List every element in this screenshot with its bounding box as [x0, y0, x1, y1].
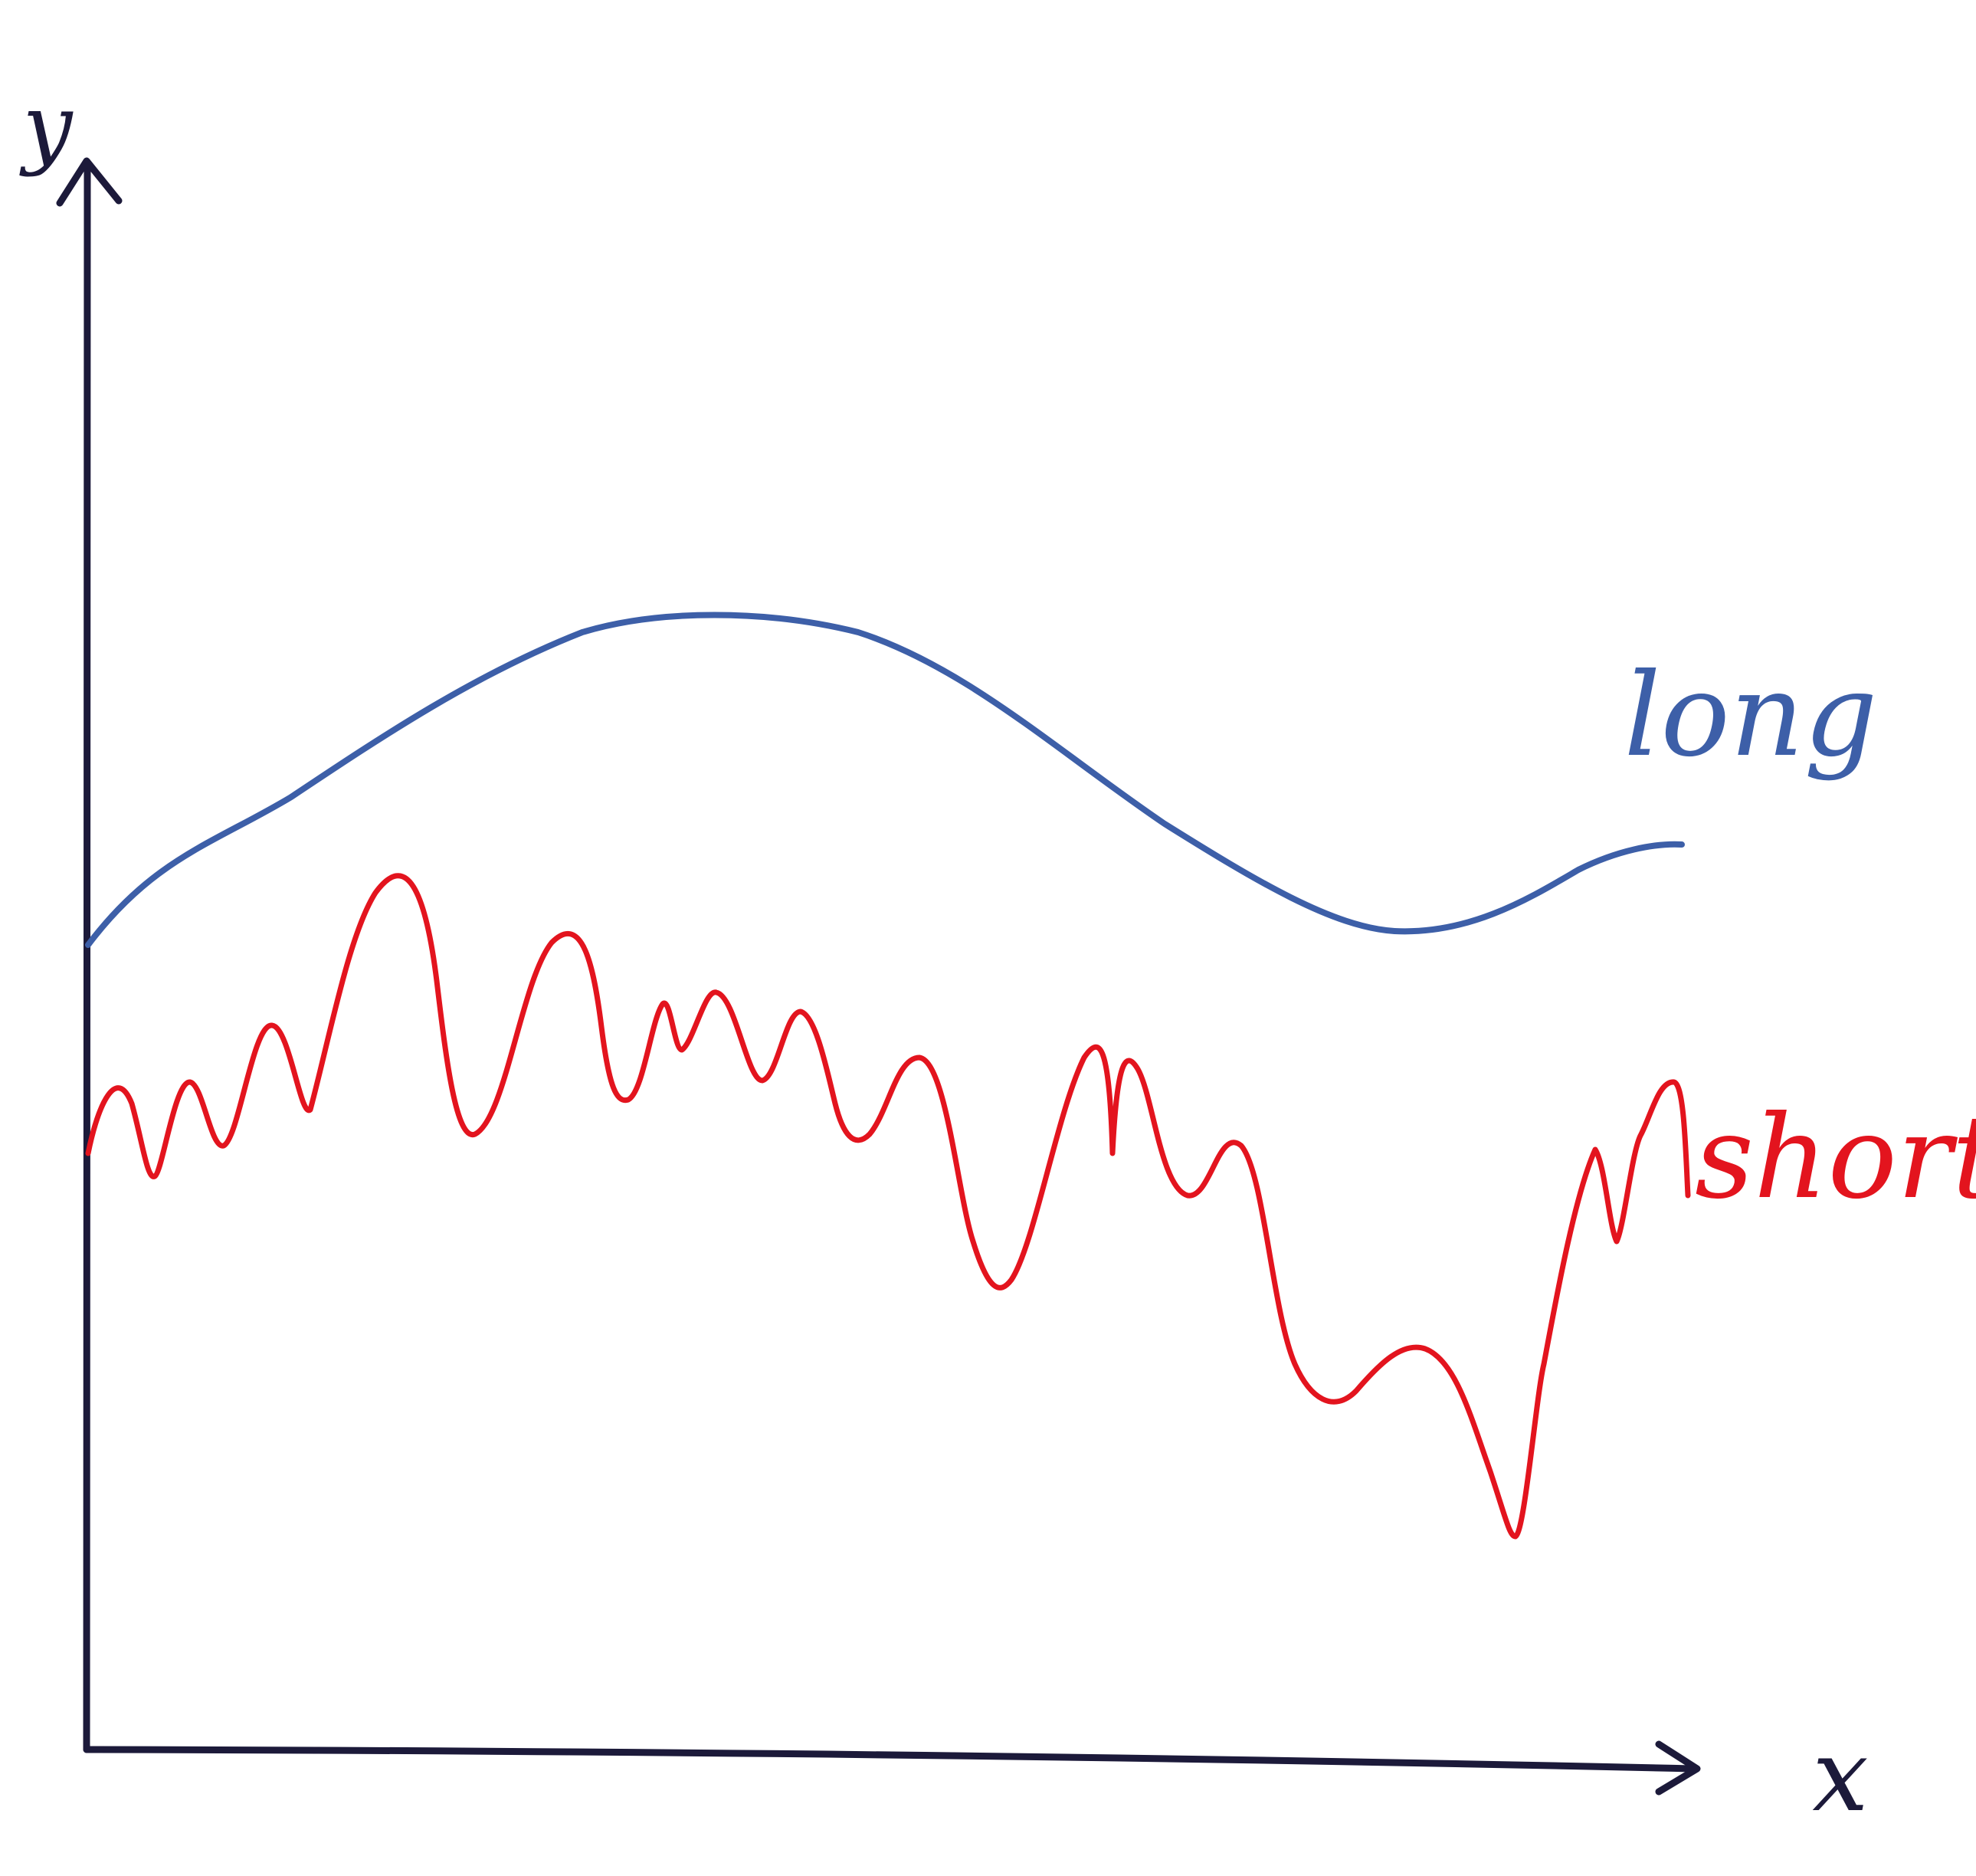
- long-curve-label: long: [1624, 649, 1878, 782]
- y-axis-arrowhead: [56, 157, 123, 207]
- x-axis-arrowhead: [1655, 1740, 1701, 1796]
- y-axis-label: y: [19, 76, 74, 179]
- short-curve-label: short: [1695, 1091, 1976, 1225]
- x-axis-line: [83, 1746, 1696, 1773]
- long-wave-curve: [85, 612, 1685, 948]
- long-curve-group: long: [85, 612, 1878, 948]
- short-curve-group: short: [85, 873, 1976, 1540]
- axes: y x: [19, 76, 1869, 1834]
- x-axis-label: x: [1812, 1717, 1868, 1834]
- short-wave-curve: [85, 873, 1691, 1540]
